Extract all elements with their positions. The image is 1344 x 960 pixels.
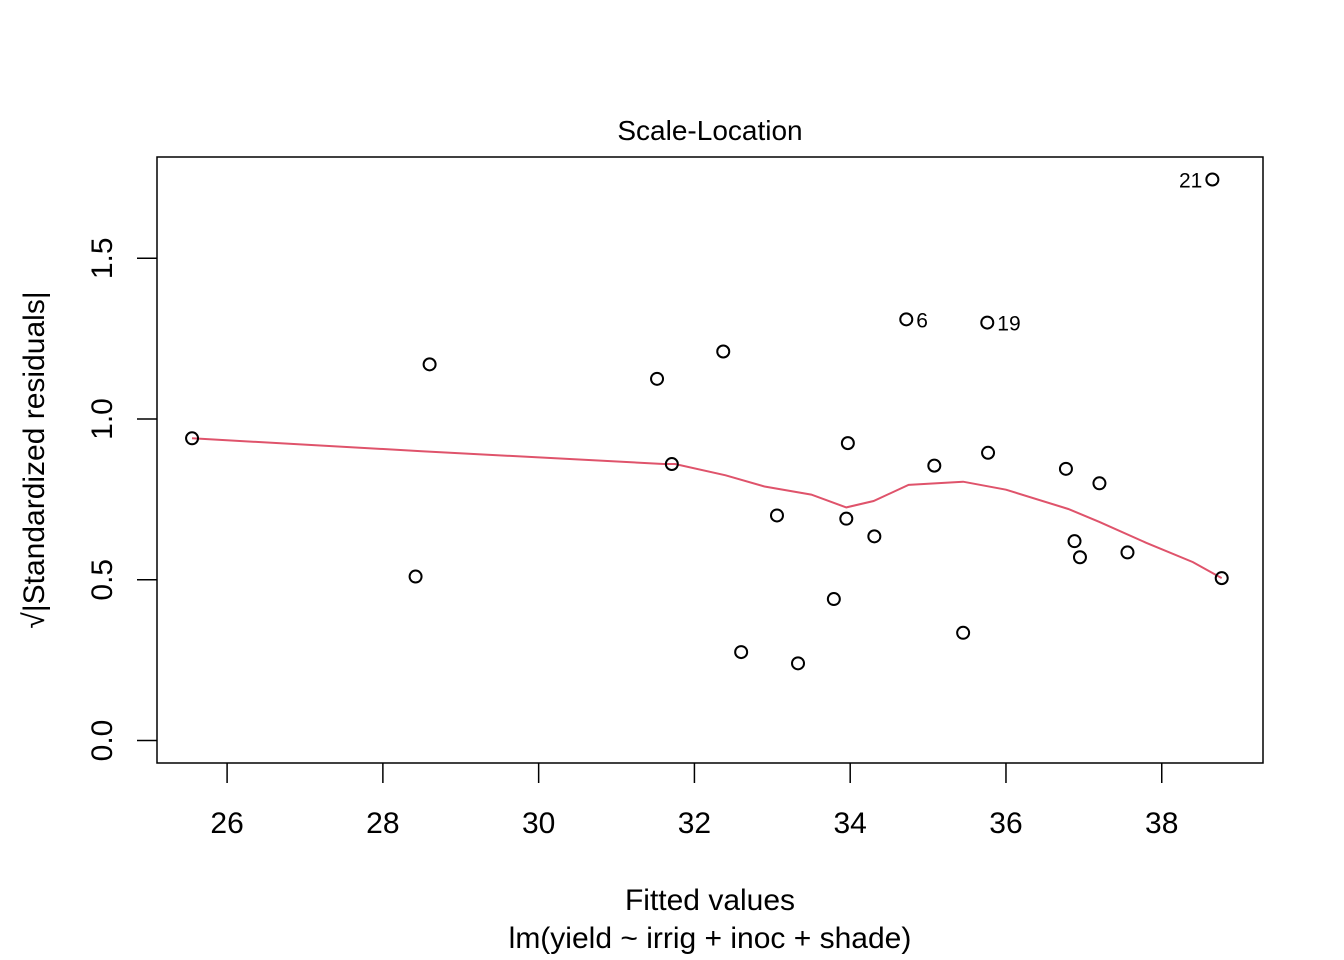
data-point-20 <box>1072 550 1087 565</box>
smoother-layer <box>191 437 1223 579</box>
data-point-12 <box>867 529 882 544</box>
point-labels-layer: 6 19 21 <box>916 170 1202 336</box>
data-point-3 <box>650 371 665 386</box>
point-label-6: 6 <box>916 309 928 332</box>
x-axis: 26 28 30 32 34 36 38 <box>210 763 1178 840</box>
x-axis-subtitle: lm(yield ~ irrig + inoc + shade) <box>509 922 912 955</box>
y-tick-label-2: 1.0 <box>86 398 119 440</box>
y-tick-label-1: 0.5 <box>86 559 119 601</box>
data-point-10 <box>839 511 854 526</box>
data-point-11 <box>840 436 855 451</box>
data-point-17 <box>981 445 996 460</box>
data-point-9 <box>826 592 841 607</box>
x-tick-label-5: 36 <box>989 807 1022 840</box>
points-layer <box>185 172 1229 671</box>
data-point-13 <box>899 312 914 327</box>
x-axis-title: Fitted values <box>625 884 795 917</box>
data-point-16 <box>980 315 995 330</box>
data-point-0 <box>185 431 200 446</box>
data-point-4 <box>664 457 679 472</box>
lowess-smoother-line <box>191 437 1223 579</box>
data-point-22 <box>1120 545 1135 560</box>
x-tick-label-1: 28 <box>366 807 399 840</box>
data-point-15 <box>956 625 971 640</box>
y-axis-title: √|Standardized residuals| <box>18 291 51 628</box>
data-point-2 <box>422 357 437 372</box>
data-point-23 <box>1205 172 1220 187</box>
data-point-14 <box>927 458 942 473</box>
x-tick-label-6: 38 <box>1145 807 1178 840</box>
data-point-18 <box>1058 461 1073 476</box>
data-point-24 <box>1214 571 1229 586</box>
x-tick-label-0: 26 <box>210 807 243 840</box>
x-tick-label-2: 30 <box>522 807 555 840</box>
plot-frame <box>156 156 1264 764</box>
data-point-1 <box>408 569 423 584</box>
data-point-21 <box>1092 476 1107 491</box>
data-point-6 <box>734 645 749 660</box>
y-axis: 0.0 0.5 1.0 1.5 <box>86 237 157 761</box>
chart-title: Scale-Location <box>617 115 802 146</box>
data-point-5 <box>716 344 731 359</box>
data-point-8 <box>791 656 806 671</box>
data-point-19 <box>1067 534 1082 549</box>
y-tick-label-3: 1.5 <box>86 237 119 279</box>
y-tick-label-0: 0.0 <box>86 720 119 762</box>
x-tick-label-3: 32 <box>678 807 711 840</box>
point-label-21: 21 <box>1179 170 1202 193</box>
data-point-7 <box>769 508 784 523</box>
x-tick-label-4: 34 <box>834 807 867 840</box>
point-label-19: 19 <box>997 313 1020 336</box>
